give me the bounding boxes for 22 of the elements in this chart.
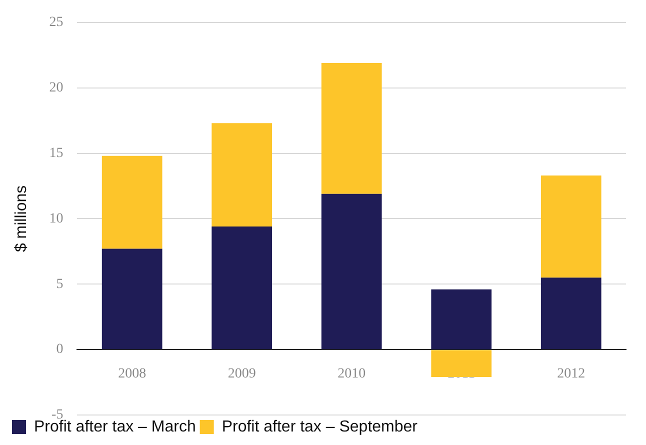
bar [431,289,492,350]
y-axis-title: $ millions [13,185,30,252]
legend-label: Profit after tax – September [222,418,418,436]
bar [102,156,162,249]
y-tick-label: 5 [56,276,64,292]
x-tick-label: 2012 [557,366,586,382]
bar [540,176,602,278]
bar [212,123,272,227]
x-tick-label: 2009 [228,366,256,382]
y-tick-label: 10 [49,211,64,226]
bar [321,194,382,350]
bar [102,248,162,350]
bar [431,350,492,378]
y-tick-label: 0 [56,342,64,358]
y-tick-label: 15 [49,146,64,161]
x-tick-label: 2010 [338,366,366,382]
bar [212,226,272,350]
y-tick-label: 25 [49,15,64,30]
x-tick-label: 2008 [118,366,146,382]
y-tick-label: 20 [49,80,64,96]
bar [540,278,602,350]
bar [321,62,382,194]
